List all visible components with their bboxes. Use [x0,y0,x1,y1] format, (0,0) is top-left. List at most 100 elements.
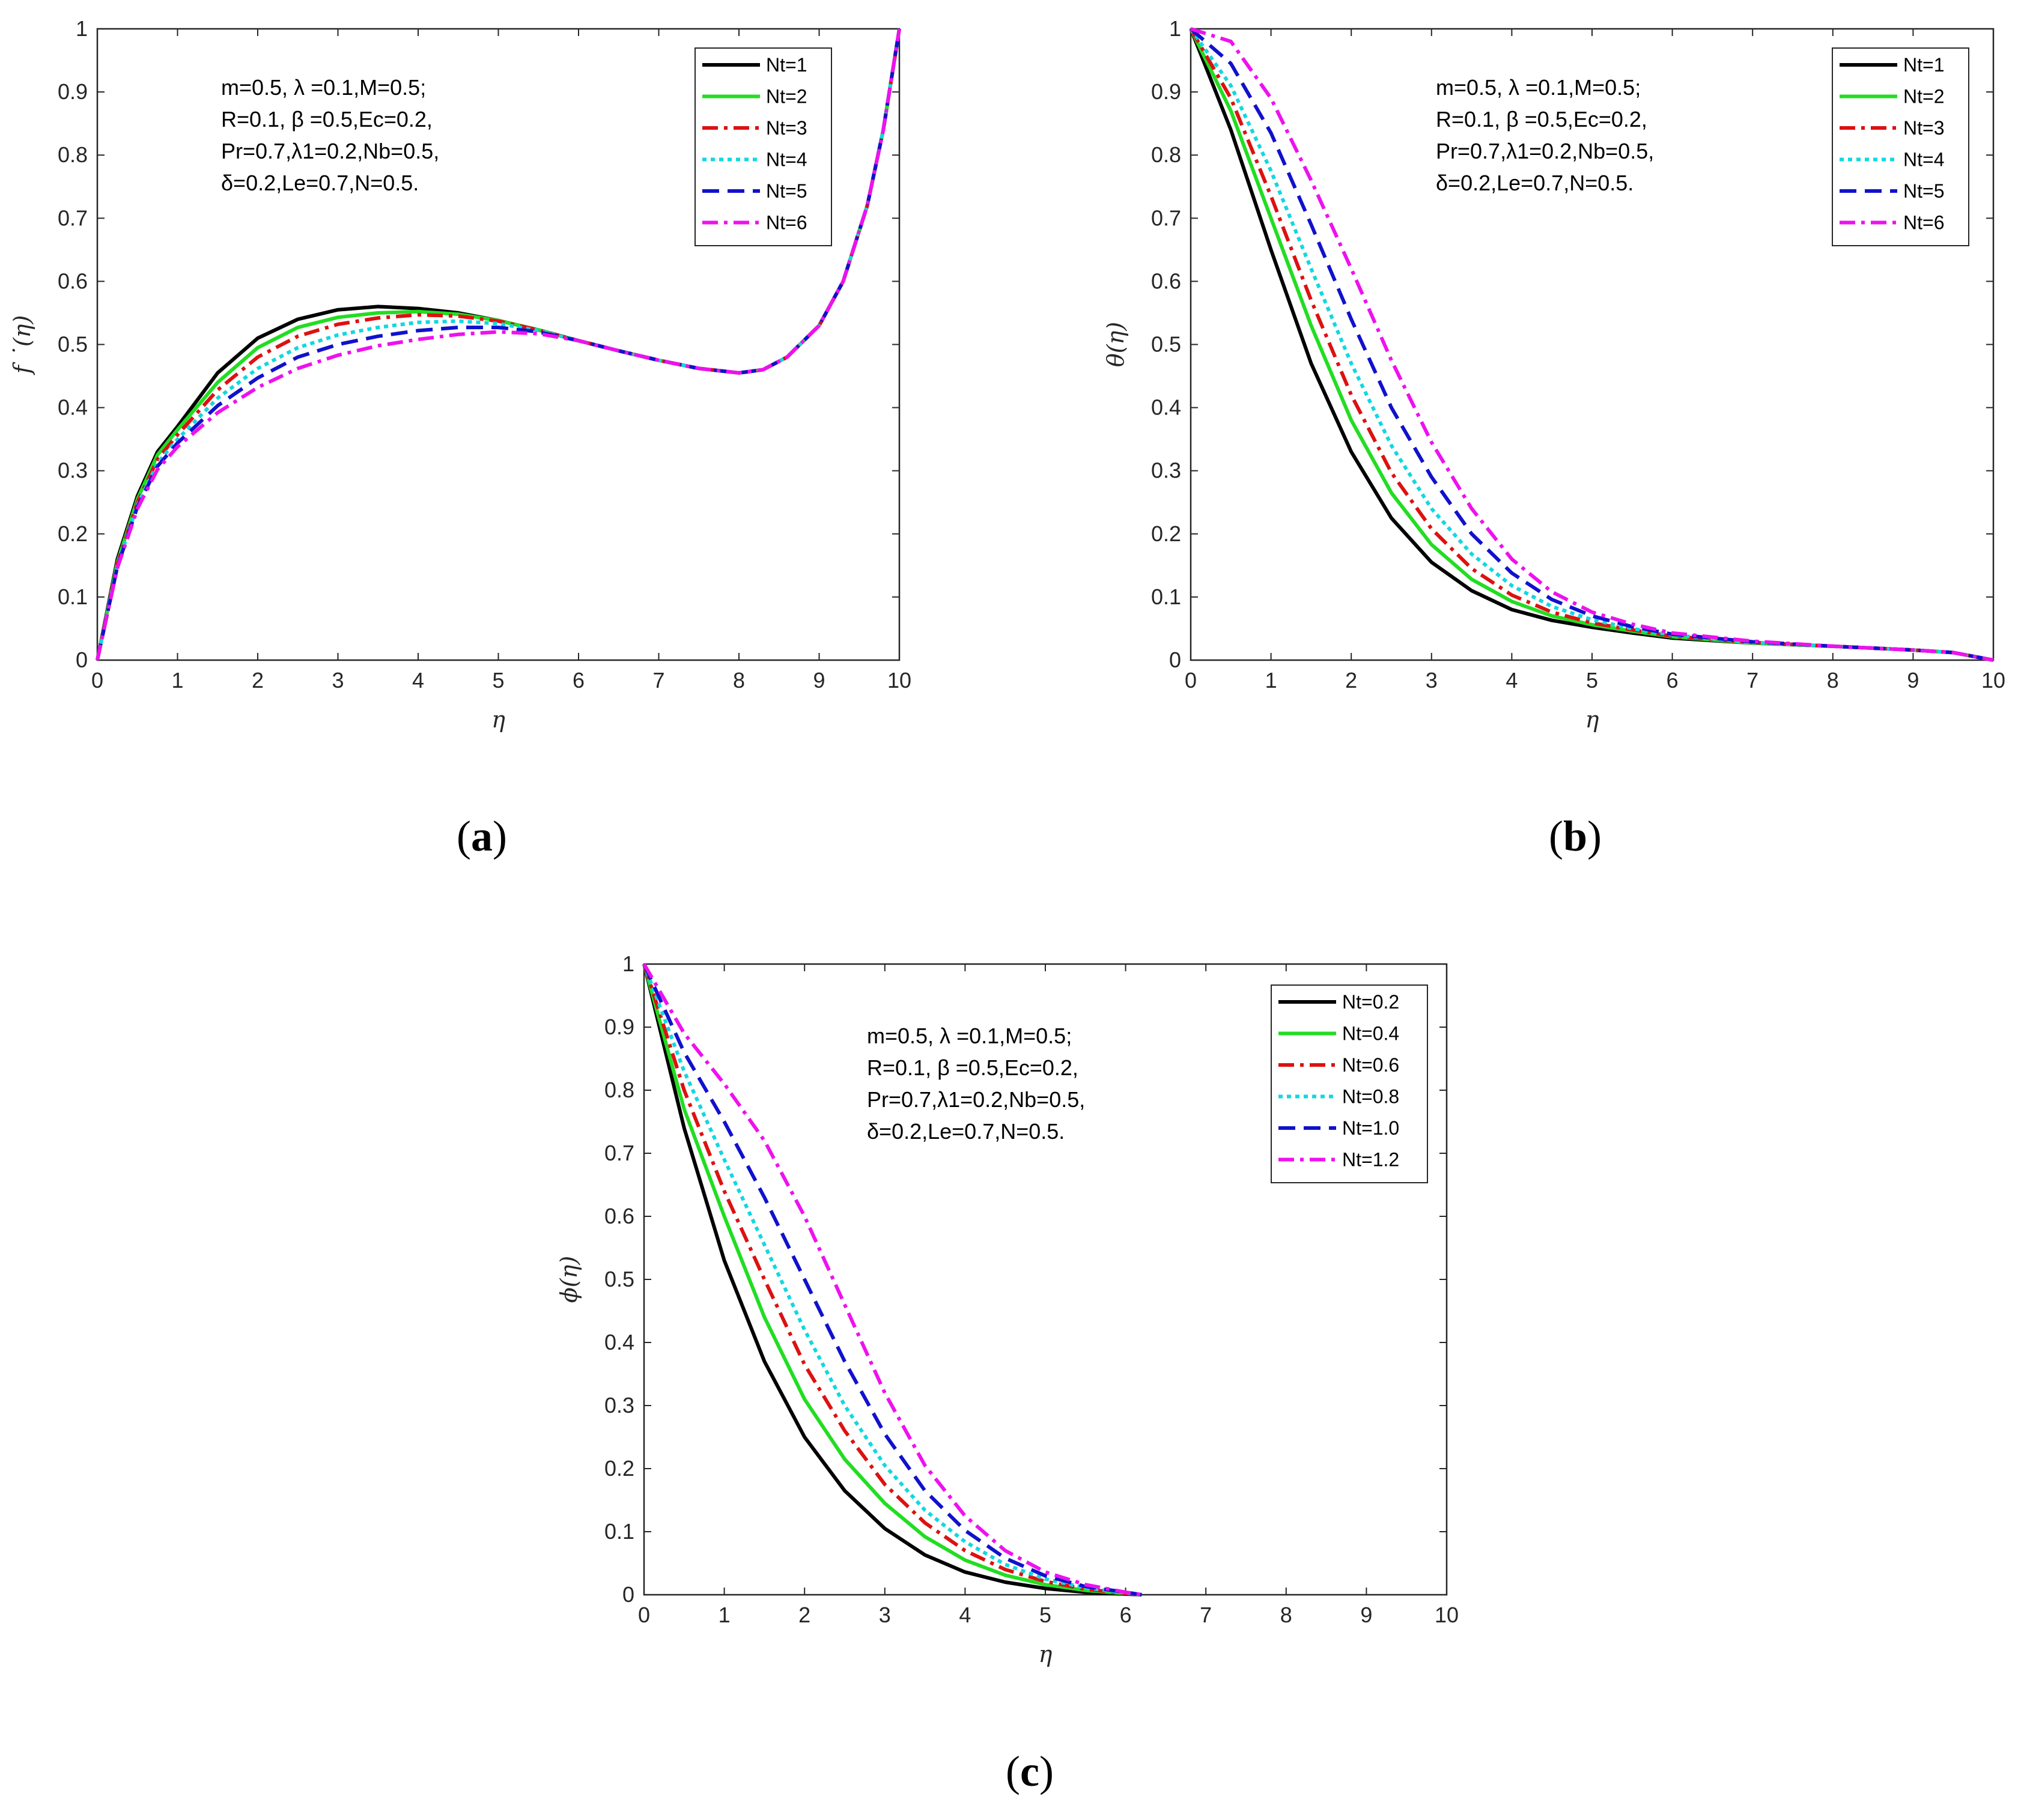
series-line-nt1.2 [642,963,1142,1597]
x-tick-label: 8 [1280,1603,1292,1627]
y-tick-label: 0.8 [1151,142,1181,167]
parameter-annotation: Pr=0.7,λ1=0.2,Nb=0.5, [1436,139,1654,163]
y-tick-label: 0.2 [604,1456,634,1481]
y-tick-label: 0.6 [604,1204,634,1228]
panel-letter: c [1020,1747,1039,1795]
legend-label: Nt=0.6 [1342,1054,1399,1076]
parameter-annotation: R=0.1, β =0.5,Ec=0.2, [1436,107,1647,132]
parameter-annotation: R=0.1, β =0.5,Ec=0.2, [867,1055,1078,1080]
y-tick-label: 0.7 [1151,205,1181,230]
y-tick-label: 0 [1169,648,1181,672]
series-line-nt0.2 [642,963,1142,1597]
legend-label: Nt=1.2 [1342,1149,1399,1171]
y-tick-label: 0.5 [1151,332,1181,357]
legend-label: Nt=2 [1903,86,1944,108]
x-tick-label: 3 [332,668,344,693]
chart-c: 0 1 2 3 4 5 6 7 8 9 10 0 0.1 0.2 0.3 0.4 0.5 0.6 0.7 0.8 0.9… [556,951,1459,1795]
legend-box [694,47,832,246]
x-tick-label: 0 [1185,668,1197,693]
parameter-annotation: Pr=0.7,λ1=0.2,Nb=0.5, [221,139,439,163]
legend-box [1271,984,1428,1183]
chart-a: 0 1 2 3 4 5 6 7 8 9 10 0 0.1 0.2 0.3 0.4 0.5 0.6 0.7 0.8 0.9… [9,16,911,860]
x-tick-label: 10 [1435,1603,1459,1627]
x-tick-label: 1 [719,1603,731,1627]
x-tick-label: 5 [1586,668,1598,693]
series-line-nt0.8 [642,963,1142,1597]
legend-label: Nt=6 [766,212,807,234]
parameter-annotation: δ=0.2,Le=0.7,N=0.5. [221,171,419,195]
x-tick-label: 6 [573,668,585,693]
y-axis-label: f ˙(η) [9,315,35,376]
x-tick-label: 9 [1360,1603,1372,1627]
series-line-nt6 [96,28,901,661]
y-tick-label: 0.9 [604,1015,634,1039]
y-tick-label: 0.7 [58,205,88,230]
legend-label: Nt=0.8 [1342,1086,1399,1108]
x-tick-label: 3 [879,1603,891,1627]
y-tick-label: 1 [1169,16,1181,41]
chart-b: 0 1 2 3 4 5 6 7 8 9 10 0 0.1 0.2 0.3 0.4 0.5 0.6 0.7 0.8 0.9… [1102,16,2005,860]
y-tick-label: 0.8 [58,142,88,167]
x-tick-label: 7 [1746,668,1758,693]
y-tick-label: 0.1 [1151,584,1181,609]
x-tick-label: 9 [1907,668,1919,693]
legend-label: Nt=0.4 [1342,1023,1399,1045]
series-line-nt6 [1190,27,1994,662]
legend-label: Nt=5 [1903,180,1944,202]
parameter-annotation: m=0.5, λ =0.1,M=0.5; [1436,75,1641,100]
x-tick-label: 6 [1667,668,1679,693]
series-line-nt1.0 [642,963,1142,1597]
x-tick-label: 4 [1506,668,1518,693]
x-tick-label: 9 [813,668,825,693]
legend-label: Nt=4 [1903,149,1944,171]
x-tick-label: 7 [652,668,664,693]
x-tick-label: 0 [91,668,103,693]
x-tick-label: 4 [959,1603,971,1627]
x-tick-label: 7 [1200,1603,1212,1627]
x-tick-label: 3 [1426,668,1438,693]
y-tick-label: 0.8 [604,1078,634,1102]
panel-label: (a) [457,812,507,860]
y-tick-label: 0.7 [604,1141,634,1165]
y-tick-label: 0.4 [58,395,88,420]
y-tick-label: 0.3 [58,458,88,483]
legend-label: Nt=1 [1903,54,1944,76]
y-tick-label: 0.5 [604,1267,634,1291]
y-tick-label: 0.1 [58,584,88,609]
x-tick-label: 5 [1039,1603,1051,1627]
y-tick-label: 0.3 [1151,458,1181,483]
y-tick-label: 0.5 [58,332,88,357]
x-axis-label: η [1039,1641,1053,1667]
y-axis-label: ϕ(η) [556,1256,582,1303]
x-tick-label: 4 [412,668,424,693]
y-tick-label: 1 [622,951,634,976]
y-tick-label: 0.6 [58,268,88,293]
x-axis-label: η [491,706,505,733]
series-line-nt5 [1190,27,1994,662]
panel-label: (b) [1549,812,1602,860]
y-axis-label: θ(η) [1102,322,1129,367]
panel-letter: a [471,812,493,860]
x-tick-label: 0 [638,1603,650,1627]
y-tick-label: 0.2 [58,521,88,546]
x-tick-label: 10 [887,668,911,693]
series-line-nt0.4 [642,963,1142,1597]
y-tick-label: 0.6 [1151,268,1181,293]
x-tick-label: 10 [1981,668,2005,693]
x-tick-label: 5 [492,668,504,693]
panel-letter: b [1563,812,1587,860]
y-tick-label: 1 [76,16,88,41]
legend-label: Nt=1 [766,54,807,76]
y-tick-label: 0.9 [1151,79,1181,104]
x-tick-label: 2 [798,1603,810,1627]
y-tick-label: 0 [76,648,88,672]
x-tick-label: 2 [1345,668,1357,693]
parameter-annotation: m=0.5, λ =0.1,M=0.5; [867,1024,1072,1048]
series-line-nt0.6 [642,963,1142,1597]
legend-label: Nt=3 [1903,117,1944,139]
legend-label: Nt=3 [766,117,807,139]
x-tick-label: 6 [1120,1603,1132,1627]
y-tick-label: 0.1 [604,1519,634,1544]
y-tick-label: 0.2 [1151,521,1181,546]
